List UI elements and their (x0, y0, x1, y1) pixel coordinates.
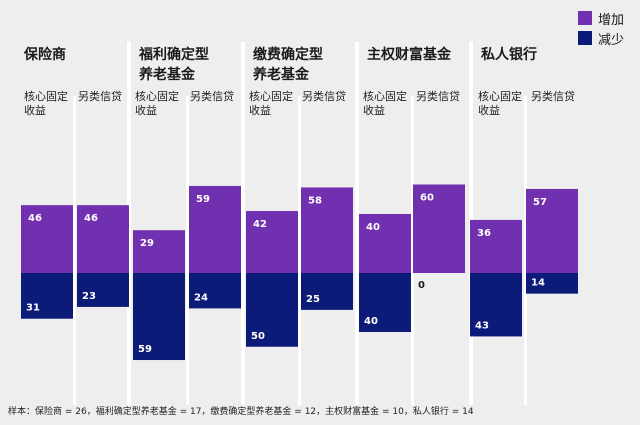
bar-decrease (133, 273, 185, 361)
bar-decrease (359, 273, 411, 332)
bar-decrease-label: 25 (306, 294, 320, 305)
bar-decrease-label: 50 (251, 331, 265, 342)
category-label: 另类信贷 (190, 90, 234, 103)
bar-decrease (301, 273, 353, 310)
bar-increase-label: 59 (196, 194, 210, 205)
legend-decrease-swatch (578, 31, 592, 45)
category-label: 另类信贷 (416, 90, 460, 103)
bar-decrease-label: 24 (194, 292, 208, 303)
category-label: 另类信贷 (302, 90, 346, 103)
bar-decrease (526, 273, 578, 294)
bar-decrease (246, 273, 298, 347)
bar-increase (470, 219, 522, 273)
category-divider (298, 96, 301, 405)
bar-increase-label: 58 (308, 195, 322, 206)
bar-increase-label: 57 (533, 197, 547, 208)
bar-increase (21, 205, 73, 273)
legend-decrease-label: 减少 (598, 32, 625, 48)
legend-increase-swatch (578, 11, 592, 25)
bar-increase (189, 185, 241, 273)
bar-increase (246, 211, 298, 273)
bar-decrease-label: 43 (475, 320, 489, 331)
category-label: 核心固定 收益 (24, 90, 68, 117)
bar-decrease (470, 273, 522, 337)
category-label: 核心固定 收益 (249, 90, 293, 117)
group-divider (355, 42, 359, 405)
group-title-private-bank: 私人银行 (481, 47, 537, 63)
bar-decrease-label: 0 (418, 280, 425, 291)
bar-increase-label: 42 (253, 219, 267, 230)
bar-increase-label: 29 (140, 238, 154, 249)
category-divider (73, 96, 76, 405)
legend-increase: 增加 (578, 9, 625, 28)
bar-decrease-label: 23 (82, 291, 96, 302)
category-label: 核心固定 收益 (135, 90, 179, 117)
category-divider (524, 96, 527, 405)
category-label: 核心固定 收益 (478, 90, 522, 117)
category-label: 另类信贷 (78, 90, 122, 103)
category-divider (186, 96, 189, 405)
group-divider (241, 42, 245, 405)
bar-decrease (189, 273, 241, 309)
bar-increase-label: 46 (84, 213, 98, 224)
category-label: 另类信贷 (531, 90, 575, 103)
bar-decrease-label: 14 (531, 278, 545, 289)
bar-increase (301, 187, 353, 273)
bar-decrease-label: 59 (138, 344, 152, 355)
bar-decrease (77, 273, 129, 307)
legend-increase-label: 增加 (598, 12, 625, 28)
bar-increase-label: 60 (420, 193, 434, 204)
category-label: 核心固定 收益 (363, 90, 407, 117)
bar-increase (133, 230, 185, 273)
bar-increase-label: 46 (28, 213, 42, 224)
legend-decrease: 减少 (578, 29, 625, 48)
category-divider (411, 96, 414, 405)
group-title-dc-pension: 缴费确定型 养老基金 (253, 47, 323, 83)
group-title-insurers: 保险商 (24, 47, 66, 63)
group-title-swf: 主权财富基金 (367, 47, 451, 63)
bar-increase (77, 205, 129, 273)
bar-decrease-label: 31 (26, 303, 40, 314)
bar-decrease (21, 273, 73, 319)
bar-increase-label: 36 (477, 228, 491, 239)
bar-increase (359, 214, 411, 273)
bar-increase (413, 184, 465, 273)
group-title-db-pension: 福利确定型 养老基金 (139, 47, 209, 83)
bar-increase-label: 40 (366, 222, 380, 233)
bar-decrease-label: 40 (364, 316, 378, 327)
bar-increase (526, 188, 578, 273)
sample-footnote: 样本：保险商 = 26，福利确定型养老基金 = 17，缴费确定型养老基金 = 1… (8, 407, 474, 417)
